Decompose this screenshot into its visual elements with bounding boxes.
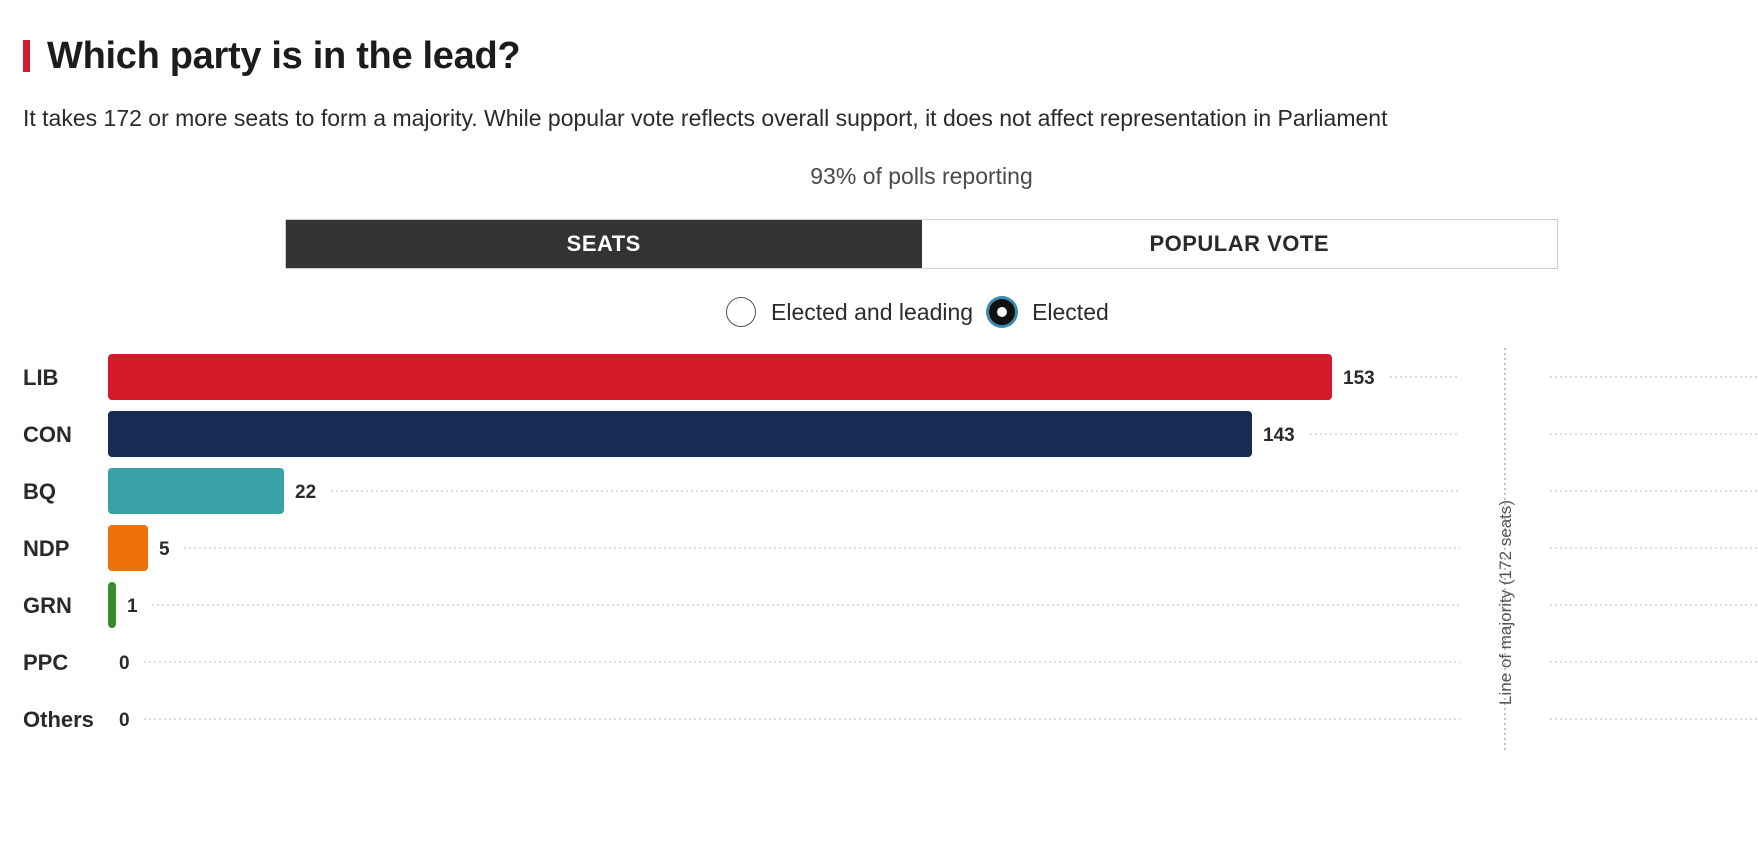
radio-button-checked[interactable] — [987, 297, 1018, 327]
party-label-ppc: PPC — [23, 650, 68, 675]
title-block: Which party is in the lead? — [23, 34, 521, 78]
value-label-con: 143 — [1263, 425, 1295, 446]
party-label-grn: GRN — [23, 593, 72, 618]
value-label-grn: 1 — [127, 596, 138, 617]
page-subtitle: It takes 172 or more seats to form a maj… — [23, 105, 1388, 131]
tab-seats[interactable]: SEATS — [286, 220, 922, 268]
value-label-others: 0 — [119, 710, 130, 731]
party-label-bq: BQ — [23, 479, 56, 504]
value-label-ppc: 0 — [119, 653, 130, 674]
radio-elected-and-leading[interactable]: Elected and leading — [726, 297, 973, 327]
radio-label-elected-and-leading: Elected and leading — [771, 298, 974, 325]
party-label-ndp: NDP — [23, 536, 69, 561]
majority-line-label: Line of majority (172 seats) — [1496, 500, 1515, 705]
value-label-bq: 22 — [295, 482, 316, 503]
page-title: Which party is in the lead? — [47, 34, 521, 77]
bar-bq — [108, 468, 284, 514]
value-label-lib: 153 — [1343, 368, 1375, 389]
radio-button-unchecked[interactable] — [726, 297, 756, 327]
title-accent-bar — [23, 40, 30, 72]
bar-ndp — [108, 525, 148, 571]
value-label-ndp: 5 — [159, 539, 170, 560]
result-filter-radios: Elected and leading Elected — [726, 294, 1123, 330]
view-tabs: SEATS POPULAR VOTE — [285, 219, 1558, 269]
bar-lib — [108, 354, 1332, 400]
party-label-others: Others — [23, 707, 94, 732]
party-label-con: CON — [23, 422, 72, 447]
polls-reporting-text: 93% of polls reporting — [810, 163, 1033, 189]
tab-popular-vote[interactable]: POPULAR VOTE — [921, 220, 1557, 268]
party-label-lib: LIB — [23, 365, 58, 390]
radio-elected[interactable]: Elected — [987, 297, 1109, 327]
bar-con — [108, 411, 1252, 457]
radio-label-elected: Elected — [1032, 298, 1109, 325]
seats-bar-chart: LIB 153 CON 143 BQ 22 NDP 5 GRN 1 PPC 0 Others 0 Line … — [23, 348, 1758, 750]
bar-grn — [108, 582, 116, 628]
